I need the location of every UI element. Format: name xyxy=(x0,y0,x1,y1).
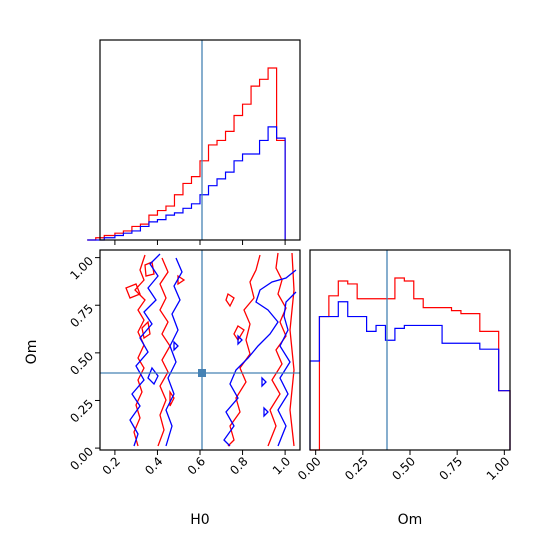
om-xlabel: Om xyxy=(398,512,423,528)
blue-contour-blob-c xyxy=(237,334,243,346)
joint-x-tick-label-0: 0.2 xyxy=(100,454,123,477)
red-contour-edge xyxy=(289,252,295,447)
om-hist-panel: 0.00 0.25 0.50 0.75 1.00 xyxy=(295,249,512,483)
blue-contour-left-inner xyxy=(165,257,183,447)
joint-ylabel: Om xyxy=(24,340,40,365)
h0-hist-series-red xyxy=(87,67,286,241)
joint-panel: 0.2 0.4 0.6 0.8 1.0 0.00 0.25 0.50 0.75 1.00 xyxy=(67,249,301,478)
red-contour-blob-b xyxy=(144,261,155,277)
h0-hist-panel xyxy=(87,39,301,245)
red-contours xyxy=(125,252,295,447)
blue-contour-right-outer xyxy=(223,269,297,447)
om-hist-series-red xyxy=(310,277,511,451)
om-hist-frame xyxy=(309,249,511,451)
om-hist-series-blue xyxy=(309,301,511,450)
blue-contours xyxy=(129,253,297,447)
joint-yticks: 0.00 0.25 0.50 0.75 1.00 xyxy=(67,254,100,473)
blue-contour-blob-a xyxy=(147,366,159,386)
om-x-tick-label-4: 1.00 xyxy=(484,454,513,483)
joint-xticks: 0.2 0.4 0.6 0.8 1.0 xyxy=(100,450,293,478)
joint-x-tick-label-1: 0.4 xyxy=(142,454,165,477)
red-contour-blob-d xyxy=(169,389,175,407)
om-x-tick-label-2: 0.50 xyxy=(389,454,418,483)
om-xticks: 0.00 0.25 0.50 0.75 1.00 xyxy=(295,450,512,483)
joint-frame xyxy=(99,249,301,451)
joint-xlabel: H0 xyxy=(190,512,209,528)
joint-y-tick-label-0: 0.00 xyxy=(67,444,96,473)
om-x-tick-label-0: 0.00 xyxy=(295,454,324,483)
om-hist-series xyxy=(309,277,511,451)
red-contour-left-inner xyxy=(157,257,171,447)
om-x-tick-label-1: 0.25 xyxy=(342,454,371,483)
blue-contour-right-inner xyxy=(277,291,297,447)
blue-contour-left-outer xyxy=(129,253,161,447)
h0-hist-series xyxy=(87,67,286,241)
om-x-tick-label-3: 0.75 xyxy=(436,454,465,483)
h0-hist-series-blue xyxy=(87,126,286,241)
blue-contour-blob-b xyxy=(173,340,179,352)
joint-x-tick-label-4: 1.0 xyxy=(270,454,293,477)
red-contour-blob-a xyxy=(125,283,141,299)
red-contour-blob-c xyxy=(141,320,151,340)
joint-y-tick-label-2: 0.50 xyxy=(67,349,96,378)
blue-contour-blob-d xyxy=(261,376,267,388)
blue-contour-blob-e xyxy=(263,406,269,418)
red-contour-blob-f xyxy=(225,292,235,308)
h0-hist-ticks xyxy=(114,240,286,245)
red-contour-right-inner xyxy=(267,252,287,447)
joint-x-tick-label-3: 0.8 xyxy=(227,454,250,477)
h0-hist-frame xyxy=(99,39,301,241)
joint-y-tick-label-4: 1.00 xyxy=(67,254,96,283)
joint-truth-marker xyxy=(198,369,206,377)
red-contour-right-outer xyxy=(227,254,261,447)
joint-y-tick-label-3: 0.75 xyxy=(67,301,96,330)
joint-y-tick-label-1: 0.25 xyxy=(67,397,96,426)
joint-x-tick-label-2: 0.6 xyxy=(185,454,208,477)
